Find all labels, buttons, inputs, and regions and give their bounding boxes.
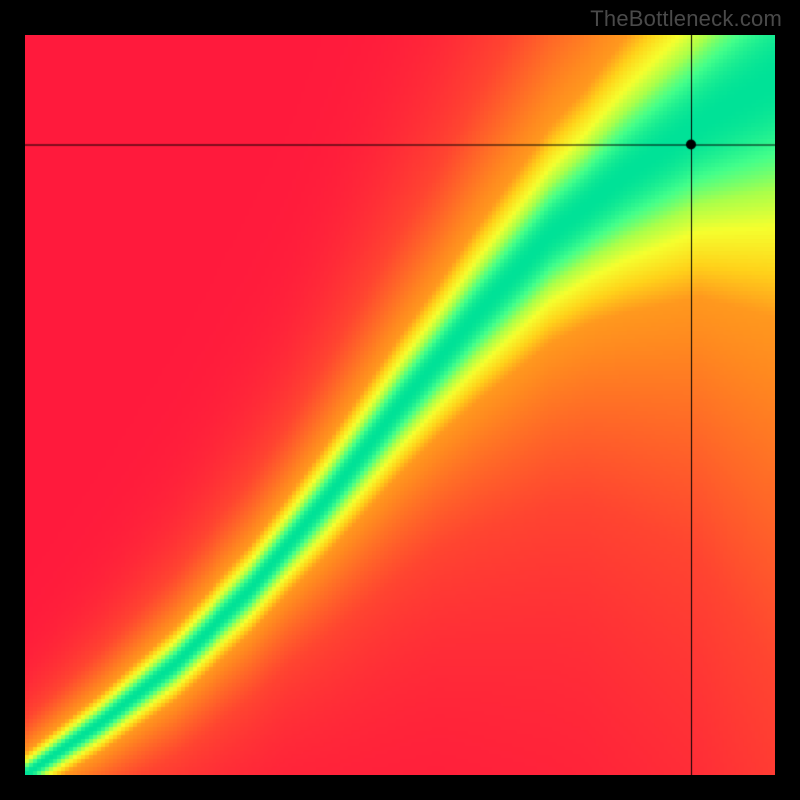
heatmap-plot: [25, 35, 775, 775]
watermark-text: TheBottleneck.com: [590, 6, 782, 32]
heatmap-canvas: [25, 35, 775, 775]
chart-container: TheBottleneck.com: [0, 0, 800, 800]
